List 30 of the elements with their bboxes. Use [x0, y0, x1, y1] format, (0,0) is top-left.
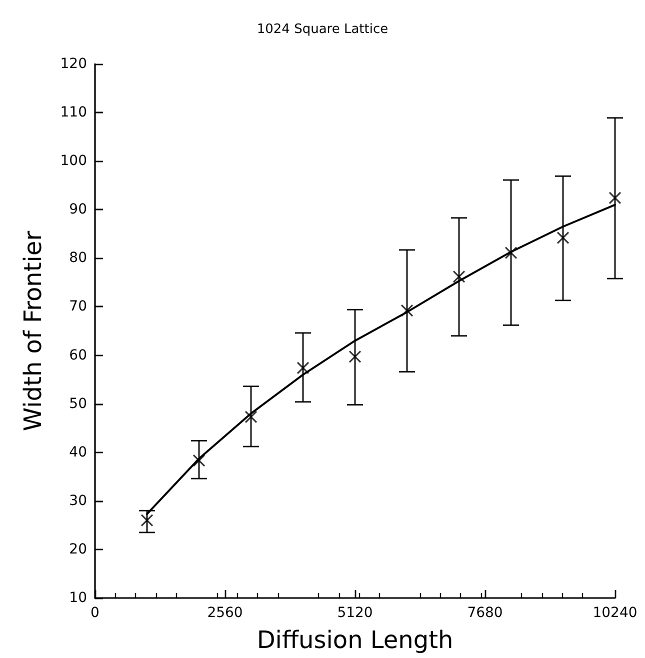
- point: [140, 514, 154, 527]
- point: [192, 454, 206, 467]
- point: [504, 246, 518, 260]
- y-tick-label: 30: [69, 492, 87, 509]
- x-tick-label: 10240: [592, 605, 638, 621]
- y-tick-label: 50: [69, 396, 87, 412]
- point: [400, 304, 414, 317]
- y-axis-title: Width of Frontier: [19, 230, 47, 432]
- y-tick-label: 40: [69, 444, 87, 460]
- y-tick-label: 80: [69, 250, 87, 266]
- x-axis-title: Diffusion Length: [256, 626, 454, 654]
- y-tick-label: 10: [69, 590, 87, 606]
- point: [556, 231, 570, 244]
- point: [296, 362, 310, 374]
- point: [608, 192, 622, 204]
- y-tick-label: 110: [60, 104, 87, 121]
- x-tick-label: 7680: [467, 605, 503, 621]
- point: [348, 350, 362, 364]
- y-tick-label: 100: [60, 153, 87, 170]
- y-tick-label: 20: [69, 541, 87, 558]
- point: [244, 410, 258, 424]
- y-tick-label: 90: [69, 202, 87, 218]
- point: [452, 270, 466, 283]
- x-tick-label: 2560: [207, 605, 243, 621]
- x-tick-label: 0: [90, 605, 100, 621]
- x-tick-label: 5120: [337, 605, 373, 621]
- chart-title: 1024 Square Lattice: [256, 22, 388, 37]
- y-tick-label: 60: [69, 347, 87, 364]
- y-tick-label: 70: [69, 298, 87, 315]
- y-tick-label: 120: [60, 56, 87, 72]
